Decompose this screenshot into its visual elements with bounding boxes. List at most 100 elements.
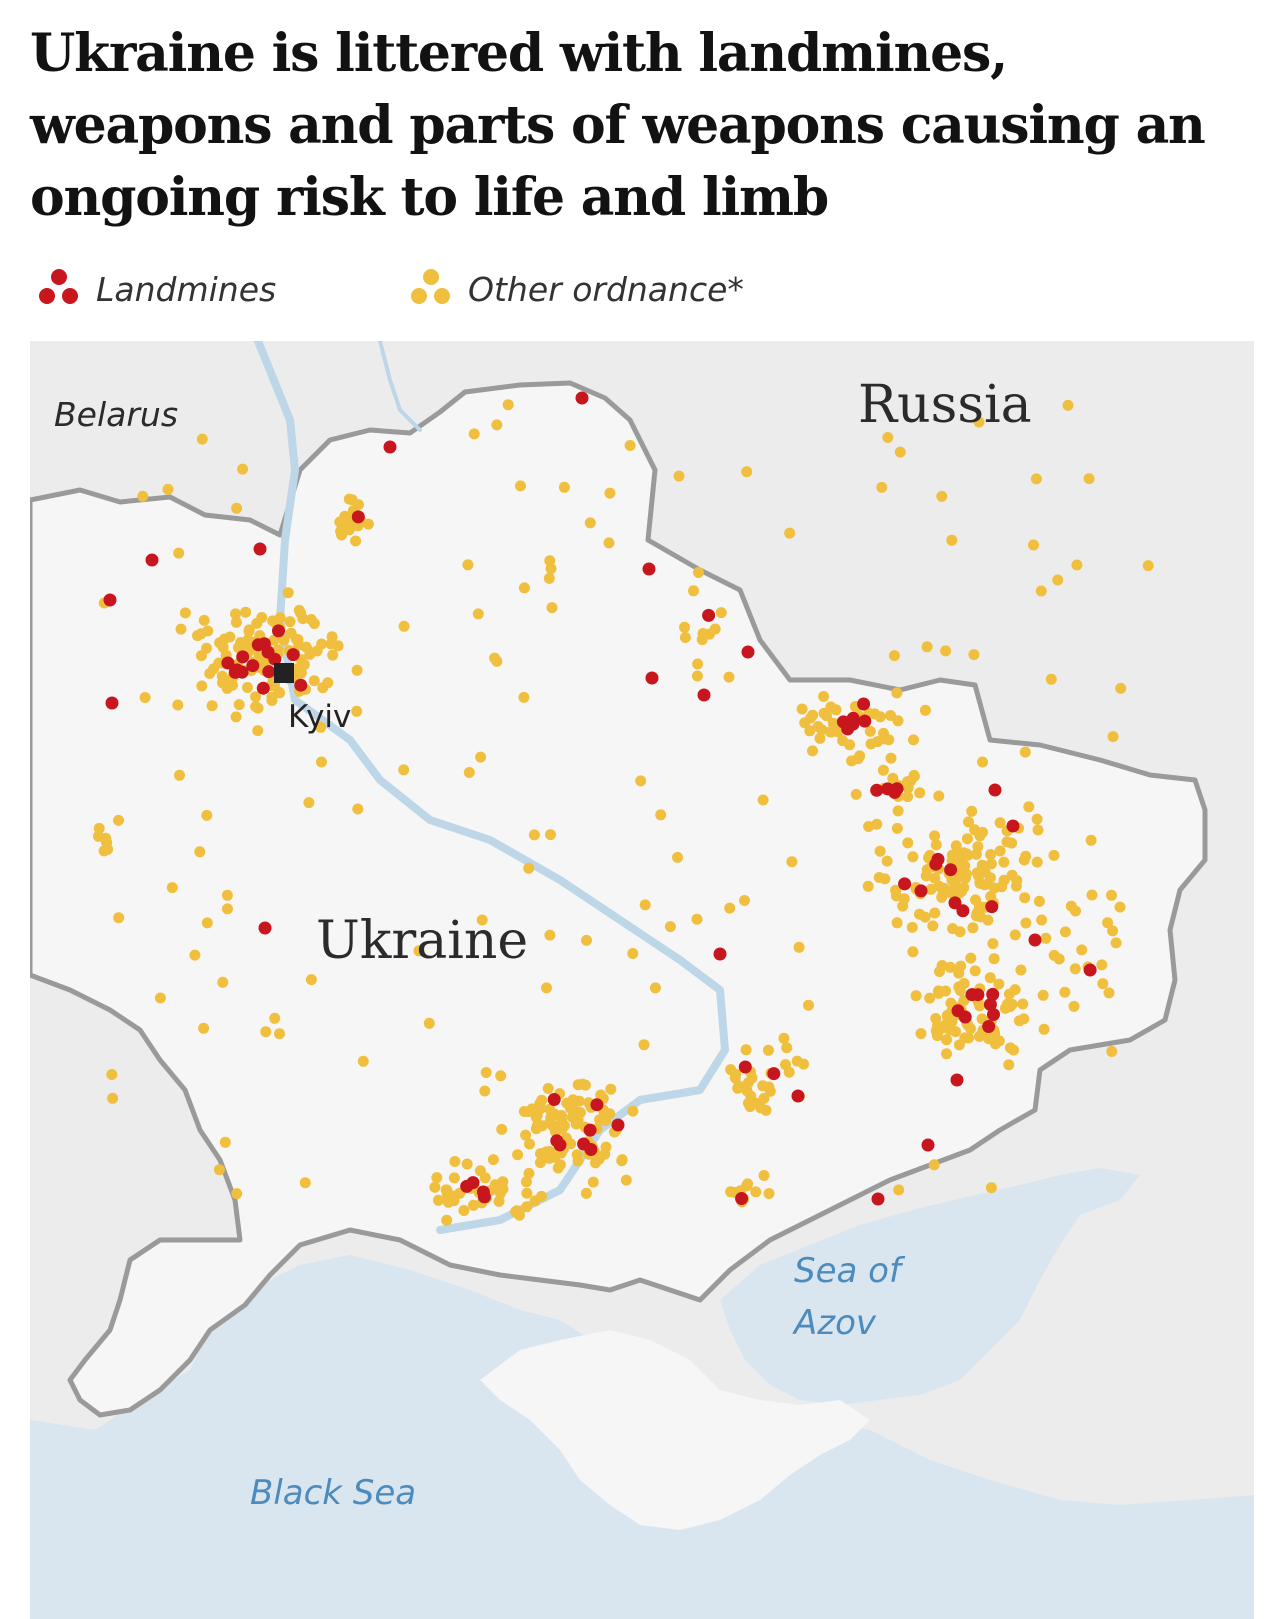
other-ordnance-dot: [605, 1083, 617, 1095]
other-ordnance-dot: [113, 814, 124, 826]
other-ordnance-dot: [432, 1194, 444, 1206]
other-ordnance-dot: [998, 874, 1010, 886]
other-ordnance-dot: [336, 519, 348, 531]
other-ordnance-dot: [534, 1157, 546, 1169]
landmine-dot: [948, 896, 962, 910]
other-ordnance-dot: [272, 644, 284, 656]
other-ordnance-dot: [502, 399, 514, 411]
other-ordnance-dot: [691, 670, 703, 682]
legend-label-other-ordnance: Other ordnance*: [468, 269, 744, 309]
other-ordnance-dot: [965, 952, 977, 964]
other-ordnance-dot: [655, 809, 667, 821]
other-ordnance-dot: [893, 1184, 905, 1196]
other-ordnance-dot: [967, 922, 979, 934]
other-ordnance-dot: [740, 1044, 752, 1056]
other-ordnance-dot: [994, 845, 1006, 857]
red-dot-cluster-icon: [39, 269, 78, 304]
other-ordnance-dot: [994, 817, 1006, 829]
desna-river: [378, 341, 422, 432]
other-ordnance-dot: [544, 1103, 556, 1115]
other-ordnance-dot: [166, 882, 178, 894]
other-ordnance-dot: [472, 608, 484, 620]
other-ordnance-dot: [741, 466, 753, 478]
other-ordnance-dot: [523, 862, 535, 874]
landmine-dot: [1083, 963, 1097, 977]
other-ordnance-dot: [1070, 905, 1081, 917]
landmine-dot: [251, 638, 265, 652]
label-sea-of-azov-line1: Sea of: [794, 1251, 901, 1291]
other-ordnance-dot: [780, 1059, 791, 1071]
other-ordnance-dot: [1068, 1000, 1080, 1012]
other-ordnance-dot: [908, 769, 920, 781]
landmine-dot: [236, 650, 250, 664]
other-ordnance-dot: [953, 1039, 965, 1051]
other-ordnance-dot: [476, 914, 488, 926]
landmine-dot: [881, 782, 895, 796]
other-ordnance-dot: [891, 822, 903, 834]
other-ordnance-dot: [362, 518, 374, 530]
other-ordnance-dot: [206, 700, 218, 712]
other-ordnance-dot: [431, 1172, 443, 1184]
other-ordnance-dot: [1062, 399, 1074, 411]
other-ordnance-dot: [543, 572, 555, 584]
sea-of-azov: [720, 1168, 1140, 1405]
other-ordnance-dot: [227, 679, 238, 691]
other-ordnance-dot: [189, 949, 201, 961]
other-ordnance-dot: [549, 1126, 561, 1138]
other-ordnance-dot: [947, 923, 959, 935]
other-ordnance-dot: [173, 547, 185, 559]
other-ordnance-dot: [534, 1098, 546, 1109]
other-ordnance-dot: [872, 736, 883, 748]
other-ordnance-dot: [984, 972, 996, 984]
landmine-dot: [1006, 819, 1020, 833]
other-ordnance-dot: [1004, 1042, 1016, 1054]
other-ordnance-dot: [1085, 834, 1097, 846]
other-ordnance-dot: [1142, 560, 1154, 572]
other-ordnance-dot: [1031, 813, 1043, 825]
other-ordnance-dot: [627, 948, 639, 959]
other-ordnance-dot: [242, 682, 253, 693]
other-ordnance-dot: [907, 851, 919, 863]
other-ordnance-dot: [763, 1188, 775, 1199]
landmine-dot: [145, 553, 159, 567]
other-ordnance-dot: [230, 616, 242, 628]
other-ordnance-dot: [915, 1028, 927, 1040]
other-ordnance-dot: [914, 787, 926, 799]
other-ordnance-dot: [174, 769, 185, 781]
other-ordnance-dot: [892, 805, 904, 817]
other-ordnance-dot: [544, 929, 556, 941]
other-ordnance-dot: [1048, 949, 1060, 961]
other-ordnance-dot: [558, 481, 570, 493]
other-ordnance-dot: [885, 710, 896, 721]
landmine-dot: [477, 1190, 491, 1204]
other-ordnance-dot: [475, 751, 487, 763]
other-ordnance-dot: [250, 691, 262, 703]
landmine-dot: [294, 678, 308, 692]
other-ordnance-dot: [764, 1085, 776, 1097]
other-ordnance-dot: [423, 1017, 435, 1029]
other-ordnance-dot: [732, 1082, 744, 1094]
landmine-dot: [351, 510, 365, 524]
other-ordnance-dot: [946, 534, 958, 546]
other-ordnance-dot: [278, 634, 290, 646]
other-ordnance-dot: [877, 764, 889, 776]
legend-item-landmines: Landmines: [36, 266, 276, 312]
landmine-dot: [575, 391, 589, 405]
other-ordnance-dot: [940, 985, 952, 997]
other-ordnance-dot: [448, 1172, 460, 1184]
other-ordnance-dot: [894, 446, 906, 458]
other-ordnance-dot: [818, 691, 830, 702]
other-ordnance-dot: [898, 893, 910, 905]
other-ordnance-dot: [222, 903, 233, 915]
other-ordnance-dot: [1035, 585, 1047, 597]
other-ordnance-dot: [343, 493, 355, 505]
other-ordnance-dot: [581, 934, 592, 946]
other-ordnance-dot: [807, 745, 818, 757]
other-ordnance-dot: [571, 1149, 583, 1161]
other-ordnance-dot: [351, 705, 363, 717]
other-ordnance-dot: [106, 1069, 118, 1080]
other-ordnance-dot: [890, 884, 902, 896]
other-ordnance-dot: [172, 699, 184, 711]
other-ordnance-dot: [303, 797, 315, 809]
other-ordnance-dot: [230, 608, 241, 620]
